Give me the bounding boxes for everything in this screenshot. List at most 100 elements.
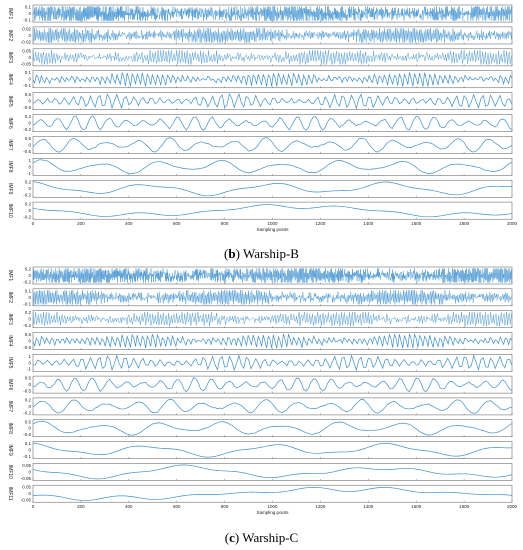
y-tick-label: 0 (28, 186, 31, 191)
imf-subplot-imf3: IMF3 0.05 0-0.05 (7, 48, 513, 67)
x-tick-label: 1800 (459, 504, 470, 509)
y-axis-label: IMF11 (7, 487, 13, 501)
y-tick-label: -0.2 (23, 279, 31, 284)
subplot-frame (32, 332, 513, 350)
imf-subplot-imf7: IMF7 0.2 0-0.2 (7, 397, 513, 415)
imf-subplot-imf2: IMF2 0.02 0-0.02 (7, 26, 513, 45)
imf-subplot-imf1: IMF1 0.10 -0.1 (7, 5, 513, 23)
x-tick-label: 200 (77, 504, 85, 509)
y-tick-label: 0 (28, 77, 31, 82)
y-axis-label: IMF6 (7, 117, 13, 129)
imf-waveform-imf5 (32, 354, 513, 372)
y-tick-label: 0 (28, 491, 31, 496)
imf-waveform-imf8 (32, 159, 513, 175)
y-tick-label: 0 (28, 55, 31, 60)
y-tick-label: -0.02 (21, 39, 32, 44)
y-tick-label: 0 (28, 382, 31, 387)
x-tick-label: 600 (173, 221, 181, 226)
subplot-frame (32, 136, 513, 154)
subplot-frame (32, 441, 513, 459)
imf-waveform-imf2 (32, 28, 513, 43)
imf-subplot-imf11: IMF11 0.050 -0.05 (7, 485, 513, 503)
x-tick-label: 1400 (363, 221, 374, 226)
y-axis-label: IMF10 (7, 465, 13, 479)
imf-subplot-imf5: IMF5 10 -1 (7, 354, 513, 372)
y-tick-label: 0.2 (25, 202, 32, 207)
y-tick-label: 0.1 (25, 441, 32, 446)
imf-waveform-imf1 (32, 267, 513, 283)
y-tick-label: 1 (28, 354, 31, 359)
x-tick-label: 400 (125, 221, 133, 226)
caption-warship-b: (b) Warship-B (224, 246, 299, 261)
x-tick-label: 1600 (411, 221, 422, 226)
imf-waveform-imf6 (32, 377, 513, 393)
y-tick-label: 0 (28, 121, 31, 126)
y-tick-label: 0 (28, 295, 31, 300)
x-tick-label: 2000 (507, 221, 518, 226)
y-axis-label: IMF7 (7, 139, 13, 151)
y-tick-label: -0.1 (23, 454, 31, 459)
imf-waveform-imf3 (32, 50, 513, 65)
imf-waveform-imf6 (32, 115, 513, 131)
imf-subplot-imf10: IMF10 0.050 -0.05 (7, 463, 513, 481)
imf-subplot-imf5: IMF5 0.5 0-0.5 (7, 92, 513, 110)
imf-subplot-imf6: IMF6 0.2 0-0.2 (7, 114, 513, 132)
imf-subplot-imf10: IMF10 0.20 -0.2 (7, 202, 513, 220)
x-tick-label: 0 (32, 221, 35, 226)
y-axis-label: IMF1 (7, 270, 13, 282)
y-tick-label: 0.1 (25, 5, 32, 10)
y-tick-label: 0.2 (25, 267, 32, 272)
subplot-frame (32, 26, 513, 45)
subplot-frame (32, 92, 513, 110)
y-axis-label: IMF2 (7, 292, 13, 304)
imf-waveform-imf2 (32, 290, 513, 305)
imf-subplot-imf6: IMF6 0.50 -0.5 (7, 376, 513, 394)
y-tick-label: 0 (28, 448, 31, 453)
subplot-frame (32, 419, 513, 437)
y-tick-label: 0 (28, 338, 31, 343)
y-tick-label: -0.05 (21, 498, 32, 503)
y-tick-label: 0.5 (25, 332, 32, 337)
imf-waveform-imf1 (32, 6, 513, 22)
x-tick-label: 200 (77, 221, 85, 226)
y-tick-label: 0 (28, 317, 31, 322)
y-tick-label: -0.5 (23, 432, 31, 437)
subplot-frame (32, 48, 513, 67)
imf-waveform-imf10 (32, 204, 513, 218)
imf-subplot-imf1: IMF1 0.20-0.2 (7, 267, 513, 284)
x-tick-label: 1200 (315, 221, 326, 226)
y-axis-label: IMF5 (7, 357, 13, 369)
y-axis-label: IMF1 (7, 8, 13, 20)
chart-panel-1: IMF10.10-0.1IMF20.020-0.02IMF30.050-0.05… (7, 5, 518, 233)
y-tick-label: 0 (28, 273, 31, 278)
y-tick-label: 0.5 (25, 419, 32, 424)
imf-waveform-imf7 (32, 137, 513, 153)
chart-panel-2: IMF10.20-0.2IMF20.10-0.1IMF30.20-0.2IMF4… (7, 267, 518, 516)
y-axis-label: IMF3 (7, 52, 13, 64)
y-tick-label: 0.5 (25, 136, 32, 141)
y-axis-label: IMF9 (7, 444, 13, 456)
y-axis-label: IMF8 (7, 423, 13, 435)
y-axis-label: IMF2 (7, 30, 13, 42)
y-tick-label: -0.5 (23, 389, 31, 394)
y-tick-label: -0.1 (23, 301, 31, 306)
y-tick-label: -0.5 (23, 345, 31, 350)
y-tick-label: 0.05 (22, 48, 31, 53)
imf-subplot-imf9: IMF9 0.20 -0.2 (7, 180, 513, 198)
subplot-frame (32, 463, 513, 481)
imf-subplot-imf4: IMF4 0.1 0-0.1 (7, 70, 513, 88)
imf-waveform-imf5 (32, 92, 513, 110)
y-tick-label: 0 (28, 33, 31, 38)
y-tick-label: -0.2 (23, 323, 31, 328)
imf-subplot-imf8: IMF8 0.5 0-0.5 (7, 419, 513, 437)
y-tick-label: 0.2 (25, 180, 32, 185)
y-tick-label: -0.2 (23, 410, 31, 415)
imf-subplot-imf3: IMF3 0.2 0-0.2 (7, 310, 513, 328)
x-tick-label: 1800 (459, 221, 470, 226)
imf-waveform-imf4 (32, 71, 513, 87)
y-tick-label: 0.1 (25, 288, 32, 293)
y-tick-label: 0 (28, 208, 31, 213)
y-tick-label: -0.05 (21, 61, 32, 66)
x-tick-label: 1600 (411, 504, 422, 509)
y-tick-label: 0 (28, 426, 31, 431)
